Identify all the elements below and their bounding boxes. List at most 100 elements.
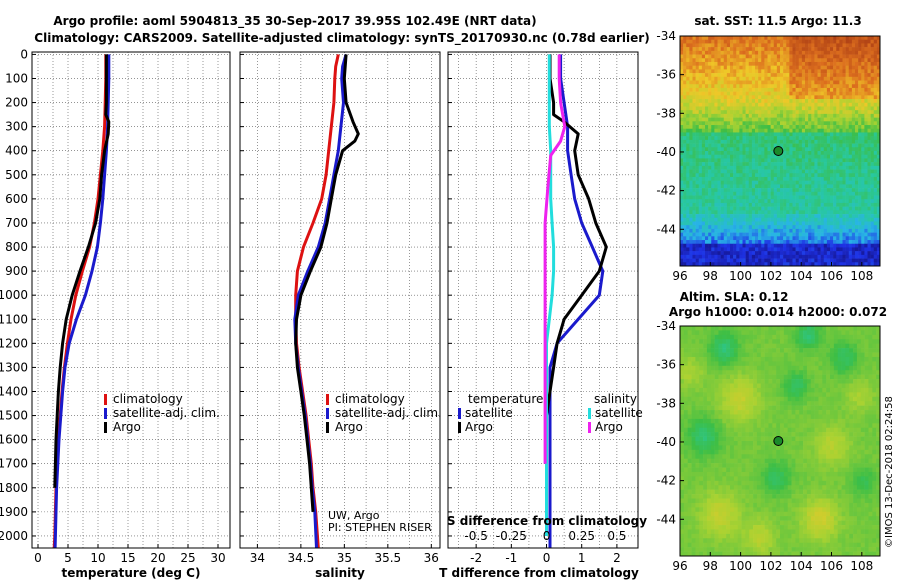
- heatmap-cell: [686, 87, 690, 92]
- heatmap-cell: [683, 36, 687, 41]
- lat-tick-label: -34: [656, 29, 676, 43]
- heatmap-cell: [808, 232, 812, 237]
- heatmap-cell: [689, 132, 693, 137]
- heatmap-cell: [701, 154, 706, 159]
- heatmap-cell: [876, 117, 881, 122]
- heatmap-cell: [792, 73, 796, 78]
- heatmap-cell: [789, 117, 793, 122]
- heatmap-cell: [726, 225, 731, 230]
- heatmap-cell: [745, 374, 750, 380]
- heatmap-cell: [733, 147, 737, 152]
- heatmap-cell: [845, 217, 850, 222]
- depth-tick-label: 500: [5, 168, 28, 182]
- heatmap-cell: [714, 154, 718, 159]
- heatmap-cell: [867, 154, 871, 159]
- heatmap-cell: [720, 243, 725, 248]
- heatmap-cell: [820, 125, 825, 130]
- heatmap-cell: [680, 326, 685, 331]
- heatmap-cell: [826, 143, 831, 148]
- heatmap-cell: [770, 102, 775, 107]
- heatmap-cell: [692, 195, 696, 200]
- heatmap-cell: [692, 132, 696, 137]
- heatmap-cell: [736, 54, 740, 59]
- heatmap-cell: [689, 65, 693, 70]
- heatmap-cell: [820, 247, 825, 252]
- heatmap-cell: [739, 236, 743, 241]
- heatmap-cell: [723, 165, 728, 170]
- heatmap-cell: [695, 365, 700, 371]
- heatmap-cell: [683, 102, 687, 107]
- heatmap-cell: [761, 58, 765, 63]
- heatmap-cell: [855, 84, 859, 89]
- heatmap-cell: [861, 39, 865, 44]
- heatmap-cell: [767, 99, 771, 104]
- heatmap-cell: [858, 39, 862, 44]
- heatmap-cell: [714, 176, 718, 181]
- heatmap-cell: [830, 43, 834, 48]
- heatmap-cell: [764, 365, 769, 371]
- heatmap-cell: [836, 251, 840, 256]
- heatmap-cell: [855, 50, 859, 55]
- heatmap-cell: [711, 139, 715, 144]
- heatmap-cell: [718, 348, 723, 353]
- heatmap-cell: [720, 50, 725, 55]
- heatmap-cell: [756, 352, 762, 358]
- heatmap-cell: [867, 180, 871, 185]
- heatmap-cell: [758, 240, 762, 245]
- heatmap-cell: [801, 54, 806, 59]
- heatmap-cell: [758, 154, 762, 159]
- heatmap-cell: [706, 374, 712, 380]
- heatmap-cell: [717, 113, 721, 118]
- heatmap-cell: [842, 262, 846, 267]
- heatmap-cell: [798, 58, 803, 63]
- heatmap-cell: [876, 43, 881, 48]
- heatmap-cell: [808, 236, 812, 241]
- heatmap-cell: [751, 240, 756, 245]
- heatmap-cell: [758, 191, 762, 196]
- heatmap-cell: [867, 228, 871, 233]
- heatmap-cell: [792, 87, 796, 92]
- heatmap-cell: [811, 228, 815, 233]
- legend-swatch-satellite: [104, 408, 107, 419]
- heatmap-cell: [864, 158, 868, 163]
- heatmap-cell: [722, 348, 727, 353]
- heatmap-cell: [780, 214, 784, 219]
- heatmap-cell: [768, 343, 773, 349]
- heatmap-cell: [720, 210, 725, 215]
- legend-title: salinity: [594, 392, 637, 406]
- heatmap-cell: [855, 69, 859, 74]
- heatmap-cell: [845, 352, 850, 358]
- heatmap-cell: [736, 50, 740, 55]
- heatmap-cell: [817, 113, 821, 118]
- heatmap-cell: [753, 326, 758, 331]
- heatmap-cell: [761, 113, 765, 118]
- heatmap-cell: [783, 65, 787, 70]
- heatmap-cell: [851, 113, 856, 118]
- heatmap-cell: [848, 151, 853, 156]
- heatmap-cell: [761, 143, 765, 148]
- heatmap-cell: [811, 50, 815, 55]
- heatmap-cell: [808, 262, 812, 267]
- heatmap-cell: [783, 206, 787, 211]
- heatmap-cell: [799, 339, 804, 344]
- heatmap-cell: [714, 334, 719, 340]
- heatmap-cell: [717, 95, 721, 100]
- heatmap-cell: [822, 352, 827, 358]
- heatmap-cell: [808, 199, 812, 204]
- heatmap-cell: [822, 370, 827, 375]
- heatmap-cell: [817, 43, 821, 48]
- heatmap-cell: [708, 199, 712, 204]
- heatmap-cell: [820, 176, 825, 181]
- heatmap-cell: [723, 232, 728, 237]
- heatmap-cell: [870, 199, 875, 204]
- heatmap-cell: [817, 165, 821, 170]
- heatmap-cell: [873, 154, 878, 159]
- heatmap-cell: [795, 210, 800, 215]
- heatmap-cell: [767, 76, 771, 81]
- heatmap-cell: [683, 50, 687, 55]
- heatmap-cell: [699, 330, 704, 336]
- heatmap-cell: [730, 154, 734, 159]
- heatmap-cell: [758, 232, 762, 237]
- heatmap-cell: [780, 136, 784, 141]
- heatmap-cell: [826, 50, 831, 55]
